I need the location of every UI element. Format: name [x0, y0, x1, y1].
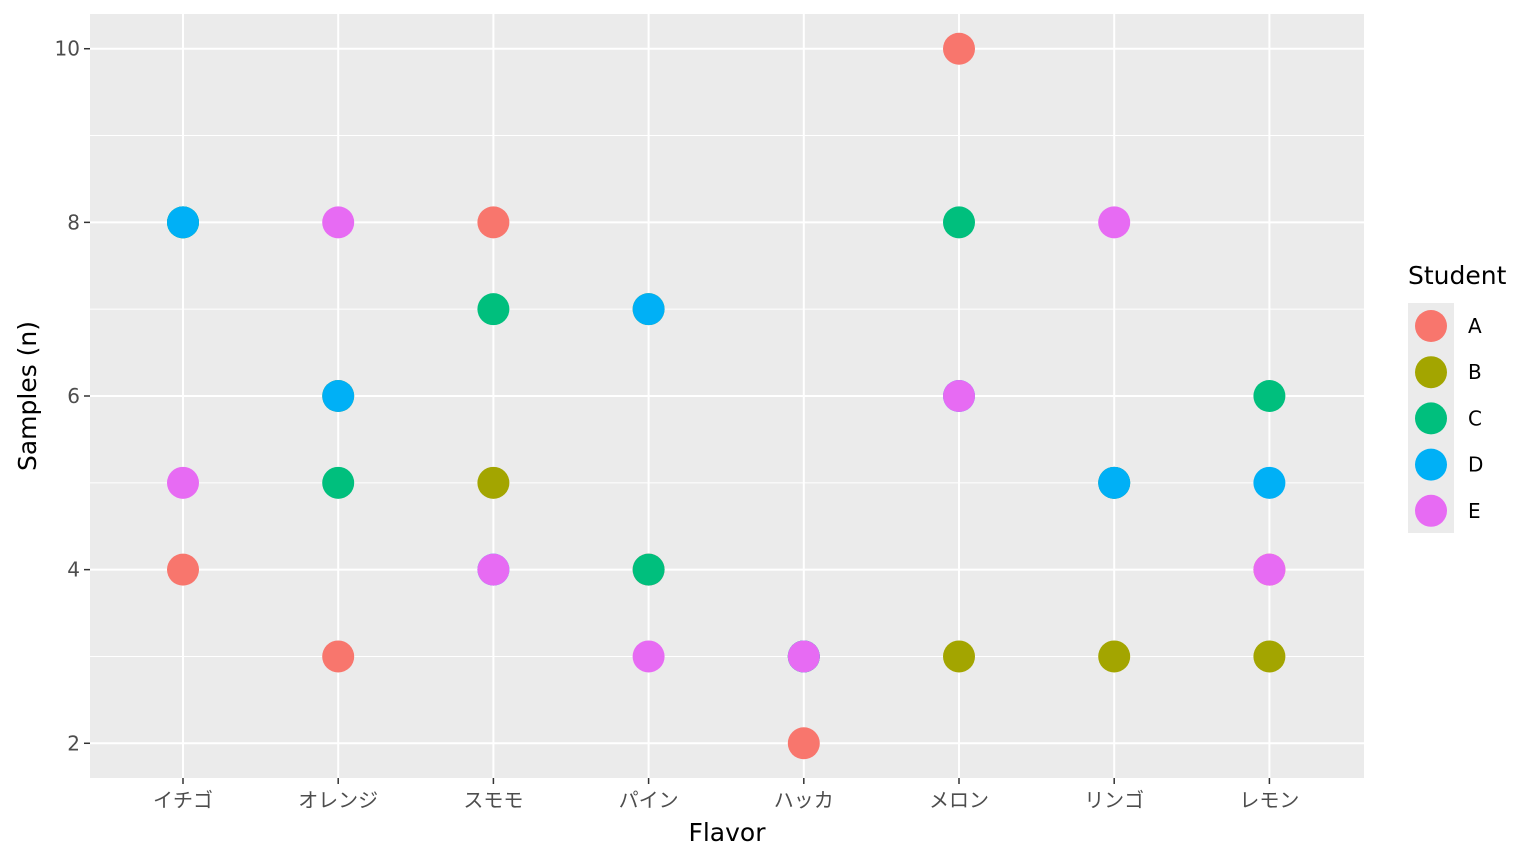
data-point-c: C: レモン = 6 — [1253, 380, 1286, 412]
y-tick-label: 4 — [67, 558, 80, 582]
data-point-c: C: スモモ = 7 — [477, 293, 510, 326]
data-point-d: D: イチゴ = 8 — [167, 206, 199, 239]
data-point-a: A: メロン = 10 — [943, 32, 975, 65]
x-tick-label: レモン — [1239, 788, 1299, 812]
data-point-b: B: メロン = 3 — [943, 640, 975, 673]
x-axis-ticks: イチゴ オレンジ スモモ パイン ハッカ メロン リンゴ レモン — [153, 778, 1299, 812]
data-point-d: D: レモン = 5 — [1253, 466, 1286, 499]
data-points: A: イチゴ = 4A: オレンジ = 3A: スモモ = 8A: パイン = … — [167, 32, 1286, 760]
data-point-e: E: リンゴ = 8 — [1098, 206, 1131, 239]
y-tick-label: 10 — [55, 37, 80, 61]
data-point-a: A: ハッカ = 2 — [787, 727, 820, 760]
grid-minor — [90, 135, 1364, 657]
x-tick-label: パイン — [619, 788, 679, 812]
data-point-e: E: イチゴ = 5 — [167, 466, 199, 499]
data-point-c: C: パイン = 4 — [632, 553, 665, 586]
x-tick-label: リンゴ — [1084, 788, 1144, 812]
data-point-e: E: パイン = 3 — [632, 640, 665, 673]
legend-key-d — [1415, 448, 1447, 481]
legend-key-e — [1415, 494, 1447, 527]
data-point-b: B: リンゴ = 3 — [1098, 640, 1131, 673]
legend-title: Student — [1408, 261, 1507, 290]
legend-label-d: D — [1468, 453, 1483, 477]
x-tick-label: スモモ — [463, 788, 523, 812]
data-point-e: E: メロン = 6 — [943, 380, 975, 412]
data-point-d: D: リンゴ = 5 — [1098, 466, 1131, 499]
data-point-e: E: ハッカ = 3 — [787, 640, 820, 673]
data-point-b: B: レモン = 3 — [1253, 640, 1286, 673]
data-point-d: D: オレンジ = 6 — [322, 380, 355, 412]
x-tick-label: ハッカ — [774, 788, 834, 812]
data-point-a: A: イチゴ = 4 — [167, 553, 199, 586]
x-tick-label: オレンジ — [298, 788, 378, 812]
data-point-b: B: スモモ = 5 — [477, 466, 510, 499]
y-tick-label: 2 — [67, 731, 80, 755]
y-axis-ticks: 2 4 6 8 10 — [55, 37, 90, 755]
data-point-d: D: パイン = 7 — [632, 293, 665, 326]
x-tick-label: メロン — [929, 788, 989, 812]
data-point-a: A: スモモ = 8 — [477, 206, 510, 239]
data-point-c: C: オレンジ = 5 — [322, 466, 355, 499]
legend-label-a: A — [1468, 314, 1482, 338]
legend-label-c: C — [1468, 406, 1482, 430]
data-point-c: C: メロン = 8 — [943, 206, 975, 239]
legend-key-c — [1415, 402, 1447, 435]
data-point-e: E: オレンジ = 8 — [322, 206, 355, 239]
data-point-e: E: レモン = 4 — [1253, 553, 1286, 586]
x-axis-title: Flavor — [688, 818, 766, 847]
data-point-e: E: スモモ = 4 — [477, 553, 510, 586]
legend-key-a — [1415, 310, 1447, 342]
x-tick-label: イチゴ — [153, 788, 213, 812]
y-tick-label: 6 — [67, 384, 80, 408]
legend-label-e: E — [1468, 499, 1481, 523]
legend-key-b — [1415, 356, 1447, 389]
y-tick-label: 8 — [67, 210, 80, 234]
legend-label-b: B — [1468, 360, 1482, 384]
y-axis-title: Samples (n) — [13, 321, 42, 471]
data-point-a: A: オレンジ = 3 — [322, 640, 355, 673]
